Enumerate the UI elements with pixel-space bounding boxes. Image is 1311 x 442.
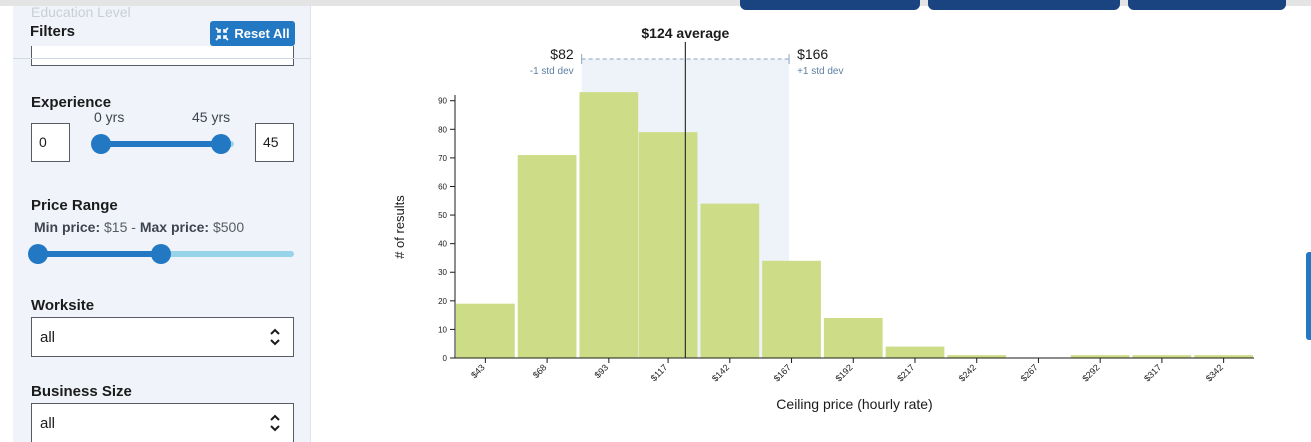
worksite-label: Worksite: [31, 297, 95, 314]
x-tick-label: $217: [895, 362, 916, 383]
histogram-bar: [1194, 355, 1253, 358]
y-axis-label: # of results: [392, 195, 407, 259]
histogram-bar: [762, 260, 821, 358]
worksite-value: all: [40, 329, 56, 346]
histogram-bar: [456, 303, 515, 358]
price-max-handle[interactable]: [150, 244, 171, 264]
min-price-value: $15: [104, 219, 128, 235]
x-tick-label: $317: [1142, 362, 1163, 383]
top-tab-button-3[interactable]: [1128, 0, 1286, 10]
education-select-partial[interactable]: [31, 46, 294, 66]
y-tick-label: 30: [438, 268, 447, 277]
max-price-prefix: Max price:: [139, 219, 210, 235]
histogram-bar: [1070, 355, 1130, 358]
filters-heading: Filters: [30, 23, 76, 40]
y-tick-label: 90: [438, 97, 447, 106]
top-tab-button-2[interactable]: [928, 0, 1120, 10]
business-size-select[interactable]: all: [31, 403, 294, 442]
price-min-handle[interactable]: [28, 244, 49, 264]
y-tick-label: 50: [438, 211, 447, 220]
experience-min-tick: 0 yrs: [94, 109, 125, 125]
histogram-bar: [823, 317, 883, 358]
filters-sidebar: Education Level Filters Reset All Experi…: [13, 6, 311, 442]
histogram-bar: [638, 132, 698, 358]
x-tick-label: $117: [649, 362, 670, 383]
std-high-sublabel: +1 std dev: [797, 66, 843, 77]
x-tick-label: $43: [469, 362, 487, 380]
reset-all-button[interactable]: Reset All: [210, 21, 295, 46]
y-tick-label: 40: [438, 240, 447, 249]
business-size-label: Business Size: [31, 383, 132, 400]
x-tick-label: $167: [772, 362, 793, 383]
faded-section-header: Education Level: [31, 6, 131, 20]
experience-slider-fill: [101, 141, 221, 147]
x-tick-label: $242: [957, 362, 978, 383]
price-slider-fill: [38, 251, 161, 257]
collapse-arrows-icon: [215, 26, 229, 41]
histogram-bar: [579, 92, 639, 359]
y-tick-label: 10: [438, 325, 447, 334]
average-label: $124 average: [641, 25, 729, 41]
std-high-label: $166: [797, 46, 828, 62]
up-down-chevron-icon: [270, 328, 280, 346]
price-separator: -: [131, 219, 136, 235]
std-low-label: $82: [550, 46, 574, 62]
max-price-value: $500: [212, 219, 245, 235]
y-tick-label: 60: [438, 182, 447, 191]
up-down-chevron-icon: [270, 414, 280, 432]
top-tab-button-1[interactable]: [740, 0, 920, 10]
x-tick-label: $93: [593, 362, 611, 380]
sidebar-divider: [13, 58, 310, 59]
histogram-bar: [885, 346, 945, 358]
y-tick-label: 0: [443, 354, 448, 363]
x-tick-label: $292: [1080, 362, 1101, 383]
y-tick-label: 80: [438, 125, 447, 134]
experience-max-handle[interactable]: [210, 134, 231, 154]
price-range-label: Price Range: [31, 197, 118, 214]
y-tick-label: 20: [438, 297, 447, 306]
histogram-bar: [947, 355, 1007, 358]
right-edge-tab[interactable]: [1306, 252, 1311, 340]
histogram-bar: [517, 155, 577, 358]
x-tick-label: $142: [710, 362, 731, 383]
price-range-values: Min price: $15 - Max price: $500: [34, 219, 244, 235]
min-price-prefix: Min price:: [34, 219, 101, 235]
x-axis-label: Ceiling price (hourly rate): [776, 396, 932, 412]
histogram-bar: [700, 203, 760, 358]
reset-all-label: Reset All: [234, 26, 290, 41]
top-strip: [0, 0, 1311, 6]
x-tick-label: $192: [833, 362, 854, 383]
experience-max-tick: 45 yrs: [192, 109, 231, 125]
experience-label: Experience: [31, 94, 112, 111]
business-size-value: all: [40, 415, 56, 432]
y-tick-label: 70: [438, 154, 447, 163]
x-tick-label: $267: [1019, 362, 1040, 383]
x-tick-label: $342: [1204, 362, 1225, 383]
std-dev-band: [581, 59, 790, 358]
std-low-sublabel: -1 std dev: [530, 66, 574, 77]
experience-min-input[interactable]: 0: [31, 123, 70, 162]
x-tick-label: $68: [531, 362, 549, 380]
experience-max-input[interactable]: 45: [255, 123, 294, 162]
worksite-select[interactable]: all: [31, 317, 294, 357]
histogram-bar: [1132, 355, 1192, 358]
experience-min-handle[interactable]: [91, 134, 111, 154]
